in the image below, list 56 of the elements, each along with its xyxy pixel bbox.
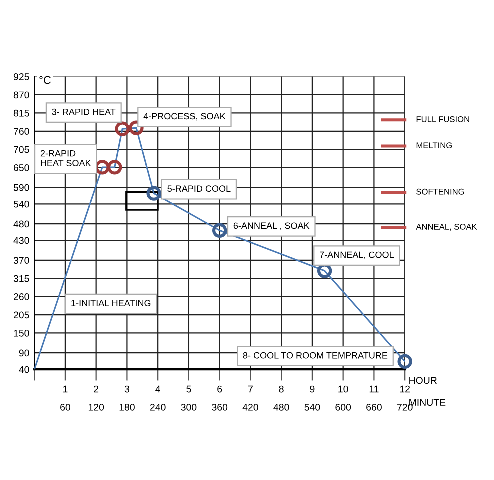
x2-tick-label: 240 — [150, 404, 166, 411]
x-axis-title: HOUR — [410, 377, 437, 384]
x-tick-label: 2 — [94, 386, 99, 393]
x2-tick-label: 360 — [212, 404, 228, 411]
x-tick-label: 5 — [186, 386, 192, 393]
x2-tick-label: 720 — [397, 404, 413, 411]
annotation: 6-ANNEAL , SOAK — [234, 222, 310, 230]
y-tick-label: 40 — [19, 366, 30, 374]
y-axis-title: °C — [40, 76, 52, 84]
x2-tick-label: 420 — [242, 404, 258, 411]
y-tick-label: 815 — [14, 110, 30, 117]
y-tick-label: 540 — [14, 200, 30, 208]
x2-tick-label: 120 — [88, 404, 104, 411]
y-tick-label: 205 — [14, 312, 30, 319]
y-tick-label: 260 — [14, 294, 30, 300]
x-tick-label: 12 — [400, 386, 410, 393]
y-tick-label: 315 — [14, 275, 30, 282]
x2-tick-label: 300 — [181, 404, 197, 411]
ref-line-label: MELTING — [416, 142, 452, 149]
x2-tick-label: 600 — [336, 404, 352, 411]
x-tick-label: 6 — [218, 386, 222, 393]
y-tick-label: 430 — [14, 237, 30, 244]
x2-tick-label: 660 — [366, 404, 382, 411]
y-tick-label: 480 — [14, 220, 30, 228]
x-tick-label: 10 — [338, 386, 348, 393]
ref-line-label: SOFTENING — [416, 188, 464, 195]
x-tick-label: 4 — [156, 386, 160, 393]
y-tick-label: 760 — [14, 128, 30, 136]
x2-tick-label: 180 — [120, 404, 135, 411]
x-tick-label: 9 — [310, 386, 315, 393]
y-tick-label: 705 — [14, 146, 30, 154]
x-tick-label: 8 — [279, 386, 284, 393]
y-tick-label: 590 — [14, 184, 30, 192]
y-tick-label: 370 — [14, 257, 30, 264]
annotation: 5-RAPID COOL — [168, 186, 231, 192]
annotation: 8- COOL TO ROOM TEMPRATURE — [243, 352, 388, 359]
x-tick-label: 11 — [370, 386, 379, 393]
annotation: 2-RAPID HEAT SOAK — [40, 150, 92, 166]
y-tick-label: 870 — [14, 92, 30, 99]
y-tick-label: 150 — [14, 330, 30, 337]
ref-line-label: ANNEAL, SOAK — [416, 224, 478, 231]
ref-line-label: FULL FUSION — [416, 116, 470, 122]
x-tick-label: 3 — [124, 386, 130, 393]
annotation: 7-ANNEAL, COOL — [320, 252, 394, 260]
x-tick-label: 1 — [63, 386, 68, 393]
annotation: 3- RAPID HEAT — [52, 108, 116, 116]
x2-axis-title: MINUTE — [410, 399, 446, 406]
y-tick-label: 925 — [14, 74, 30, 80]
annotation: 4-PROCESS, SOAK — [144, 113, 226, 121]
x-tick-label: 7 — [248, 386, 253, 393]
x2-tick-label: 60 — [60, 404, 70, 411]
x2-tick-label: 540 — [304, 404, 320, 411]
x2-tick-label: 480 — [274, 404, 290, 411]
annotation: 1-INITIAL HEATING — [72, 300, 151, 307]
y-tick-label: 90 — [19, 350, 30, 357]
y-tick-label: 650 — [14, 164, 30, 172]
